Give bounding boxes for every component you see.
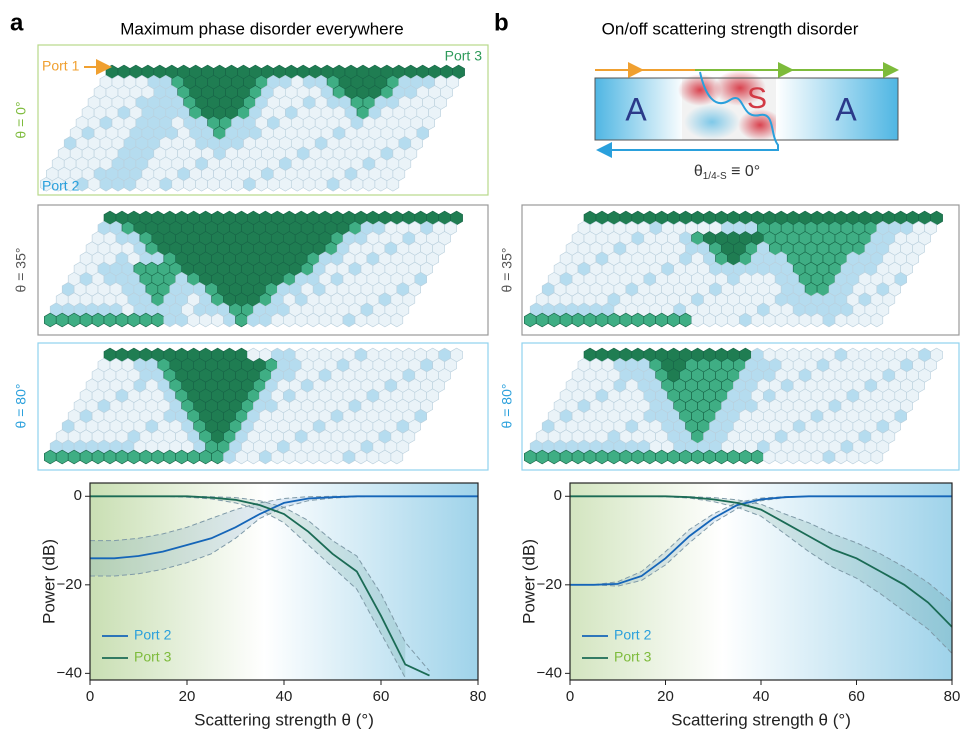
x-tick-label: 60 [848,688,865,705]
x-axis-label: Scattering strength θ (°) [194,710,374,729]
legend-label: Port 3 [614,649,652,665]
schematic-caption: θ1/4-S ≡ 0° [694,163,760,181]
legend-label: Port 2 [614,627,652,643]
caption-symbol: θ [694,163,703,180]
port-label: Port 1 [42,58,80,74]
region-label: S [747,82,767,115]
y-tick-label: −20 [57,576,82,593]
port-label: Port 3 [445,48,483,64]
theta-label: θ = 35° [13,248,29,293]
x-tick-label: 0 [86,688,94,705]
schematic: A S A θ1/4-S ≡ 0° [595,70,898,182]
x-tick-label: 40 [753,688,770,705]
x-tick-label: 20 [179,688,196,705]
caption-rest: ≡ 0° [727,163,761,180]
x-tick-label: 0 [566,688,574,705]
x-tick-label: 80 [470,688,487,705]
x-tick-label: 40 [276,688,293,705]
y-tick-label: 0 [554,487,562,504]
y-tick-label: −40 [57,664,82,681]
x-tick-label: 20 [657,688,674,705]
caption-subscript: 1/4-S [703,171,727,182]
figure: a Maximum phase disorder everywhere b On… [0,0,960,732]
panel-title: Maximum phase disorder everywhere [120,19,403,38]
x-tick-label: 80 [944,688,960,705]
y-tick-label: 0 [74,487,82,504]
y-tick-label: −40 [537,664,562,681]
disorder-blob [684,104,740,140]
panel-title: On/off scattering strength disorder [602,19,859,38]
y-axis-label: Power (dB) [519,539,538,624]
theta-label: θ = 80° [499,384,515,429]
region-label: A [835,91,857,127]
region-label: A [625,91,647,127]
x-tick-label: 60 [373,688,390,705]
y-axis-label: Power (dB) [39,539,58,624]
theta-label: θ = 80° [13,384,29,429]
x-axis-label: Scattering strength θ (°) [671,710,851,729]
panel-label: b [494,9,509,36]
panel-label: a [10,9,24,36]
y-tick-label: −20 [537,576,562,593]
port-label: Port 2 [42,178,80,194]
theta-label: θ = 0° [13,101,29,138]
legend-label: Port 2 [134,627,172,643]
theta-label: θ = 35° [499,248,515,293]
legend-label: Port 3 [134,649,172,665]
